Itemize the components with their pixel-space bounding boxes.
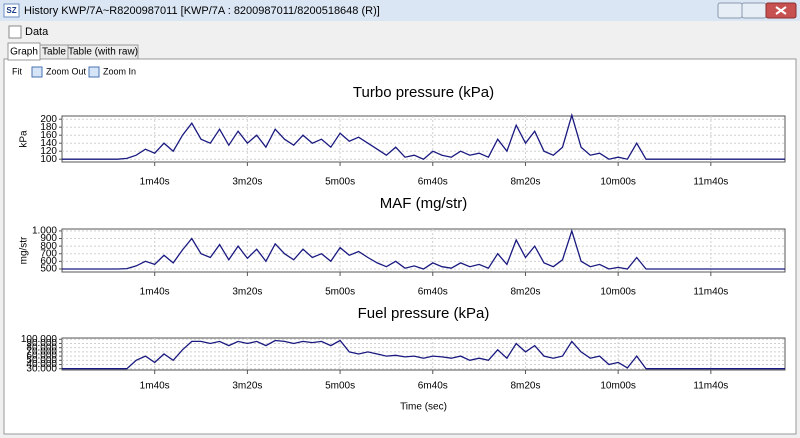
app-icon-text: SZ bbox=[6, 6, 16, 15]
x-tick-label: 8m20s bbox=[510, 177, 540, 188]
menu-label: Data bbox=[25, 26, 49, 38]
close-icon bbox=[775, 6, 787, 15]
y-tick-label: 120 bbox=[40, 146, 57, 157]
tab-label: Table (with raw) bbox=[68, 47, 138, 58]
y-tick-label: 160 bbox=[40, 130, 57, 141]
maximize-button[interactable] bbox=[741, 2, 767, 19]
y-axis-label: kPa bbox=[19, 130, 30, 148]
chart-title: Turbo pressure (kPa) bbox=[353, 84, 494, 101]
x-axis-label: Time (sec) bbox=[400, 402, 447, 413]
tab-label: Graph bbox=[10, 47, 38, 58]
x-tick-label: 6m40s bbox=[418, 381, 448, 392]
toolbar-button[interactable]: Zoom In bbox=[103, 66, 136, 76]
x-tick-label: 5m00s bbox=[325, 287, 355, 298]
toolbar-button[interactable]: Zoom Out bbox=[46, 66, 87, 76]
x-tick-label: 11m40s bbox=[693, 177, 728, 188]
y-tick-label: 100 bbox=[40, 154, 57, 165]
data-line bbox=[62, 112, 785, 160]
charts: Turbo pressure (kPa) kPa 1m40s 3m20s 5m00s 6m… bbox=[19, 84, 786, 413]
x-tick-label: 10m00s bbox=[600, 381, 636, 392]
x-tick-label: 5m00s bbox=[325, 177, 355, 188]
x-tick-label: 11m40s bbox=[693, 381, 728, 392]
tab-strip: Graph Table Table (with raw) bbox=[7, 42, 139, 61]
x-tick-label: 1m40s bbox=[140, 381, 170, 392]
y-tick-label: 60.000 bbox=[26, 351, 57, 362]
data-line bbox=[62, 228, 785, 270]
x-tick-label: 3m20s bbox=[232, 177, 262, 188]
y-tick-label: 30.000 bbox=[26, 363, 57, 374]
y-tick-label: 500 bbox=[40, 264, 57, 275]
x-tick-label: 3m20s bbox=[232, 381, 262, 392]
x-tick-label: 1m40s bbox=[140, 287, 170, 298]
y-tick-label: 600 bbox=[40, 256, 57, 267]
tab-label: Table bbox=[42, 47, 66, 58]
y-tick-label: 140 bbox=[40, 138, 57, 149]
menu-icon bbox=[8, 25, 22, 39]
x-tick-label: 6m40s bbox=[418, 177, 448, 188]
title-bar bbox=[0, 0, 800, 21]
toolbar-icon bbox=[31, 66, 43, 78]
x-tick-label: 1m40s bbox=[140, 177, 170, 188]
x-tick-label: 10m00s bbox=[600, 287, 636, 298]
x-tick-label: 8m20s bbox=[510, 287, 540, 298]
chart-title: Fuel pressure (kPa) bbox=[358, 305, 490, 322]
x-tick-label: 11m40s bbox=[693, 287, 728, 298]
app-icon bbox=[3, 3, 20, 18]
plot-area bbox=[61, 337, 786, 371]
y-tick-label: 180 bbox=[40, 122, 57, 133]
x-tick-label: 5m00s bbox=[325, 381, 355, 392]
x-tick-label: 8m20s bbox=[510, 381, 540, 392]
toolbar-icon bbox=[88, 66, 100, 78]
y-tick-label: 900 bbox=[40, 233, 57, 244]
menu-data[interactable]: Data bbox=[8, 25, 49, 39]
y-tick-label: 50.000 bbox=[26, 355, 57, 366]
plot-area bbox=[61, 228, 786, 273]
y-tick-label: 1.000 bbox=[32, 226, 57, 237]
data-line bbox=[62, 339, 785, 370]
toolbar-button[interactable]: Fit bbox=[12, 66, 22, 76]
y-tick-label: 200 bbox=[40, 114, 57, 125]
y-tick-label: 700 bbox=[40, 248, 57, 259]
y-tick-label: 40.000 bbox=[26, 359, 57, 370]
y-tick-label: 100.000 bbox=[21, 334, 58, 345]
window-title: History KWP/7A~R8200987011 [KWP/7A : 820… bbox=[24, 5, 380, 17]
y-tick-label: 70.000 bbox=[26, 347, 57, 358]
chart-title: MAF (mg/str) bbox=[380, 195, 468, 212]
y-axis-label: mg/str bbox=[19, 236, 30, 264]
minimize-button[interactable] bbox=[717, 2, 743, 19]
toolbar: Fit Zoom Out Zoom In bbox=[12, 66, 136, 78]
x-tick-label: 3m20s bbox=[232, 287, 262, 298]
x-tick-label: 10m00s bbox=[600, 177, 636, 188]
x-tick-label: 6m40s bbox=[418, 287, 448, 298]
y-tick-label: 90.000 bbox=[26, 338, 57, 349]
tab[interactable] bbox=[67, 44, 139, 60]
y-tick-label: 80.000 bbox=[26, 342, 57, 353]
plot-area bbox=[61, 115, 786, 163]
y-tick-label: 800 bbox=[40, 241, 57, 252]
